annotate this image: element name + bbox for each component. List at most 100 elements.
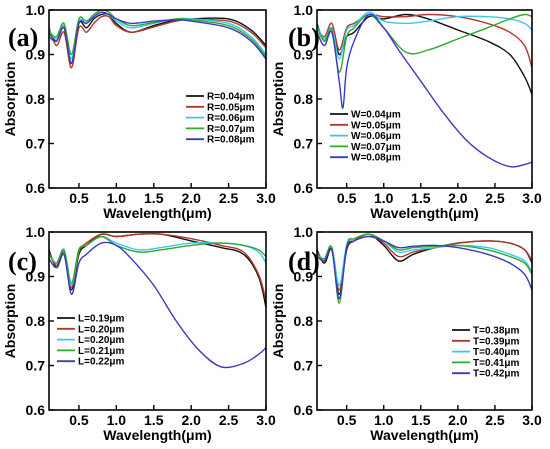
series-lines-b — [317, 11, 532, 168]
y-axis-title-b: Absorption — [270, 62, 286, 137]
legend-label-b-5: W=0.08μm — [351, 153, 401, 164]
series-line-a-4 — [49, 10, 266, 58]
x-tick-label-b-2: 1.0 — [374, 190, 394, 206]
x-tick-label-a-4: 2.0 — [181, 190, 201, 206]
x-tick-label-b-4: 2.0 — [448, 190, 468, 206]
y-tick-label-d-4: 0.9 — [294, 269, 314, 285]
x-tick-label-a-2: 1.0 — [107, 190, 127, 206]
series-line-c-4 — [49, 235, 266, 284]
y-tick-label-a-2: 0.7 — [26, 136, 46, 152]
panel-label-b: (b) — [288, 23, 320, 52]
legend-label-d-5: T=0.42μm — [473, 369, 520, 380]
legend-label-d-4: T=0.41μm — [473, 358, 520, 369]
x-tick-label-c-2: 1.0 — [107, 412, 127, 428]
panel-label-d: (d) — [288, 247, 320, 276]
series-line-a-2 — [49, 15, 266, 69]
x-tick-label-b-1: 0.5 — [337, 190, 357, 206]
y-tick-label-b-5: 1.0 — [294, 2, 314, 18]
legend-label-b-4: W=0.07μm — [351, 142, 401, 153]
series-line-a-3 — [49, 11, 266, 60]
series-lines-d — [317, 233, 532, 304]
y-tick-label-c-1: 0.6 — [26, 402, 46, 418]
x-tick-label-d-2: 1.0 — [374, 412, 394, 428]
y-tick-label-d-2: 0.7 — [294, 358, 314, 374]
y-tick-label-b-1: 0.6 — [294, 180, 314, 196]
plot-area-a: 0.5 1.0 1.5 2.0 2.5 3.00.60.70.80.91.0Wavelen… — [2, 2, 276, 221]
legend-label-b-2: W=0.05μm — [351, 120, 401, 131]
x-tick-label-d-6: 3.0 — [522, 412, 542, 428]
legend-label-a-3: R=0.06μm — [207, 113, 255, 124]
legend-label-c-3: L=0.20μm — [78, 335, 125, 346]
x-tick-label-b-6: 3.0 — [522, 190, 542, 206]
legend-label-b-1: W=0.04μm — [351, 110, 401, 121]
y-axis-title-d: Absorption — [270, 284, 286, 359]
x-tick-label-b-5: 2.5 — [485, 190, 505, 206]
x-tick-label-c-6: 3.0 — [256, 412, 276, 428]
panel-a: 0.5 1.0 1.5 2.0 2.5 3.00.60.70.80.91.0Wavelen… — [2, 2, 276, 221]
y-tick-label-a-3: 0.8 — [26, 91, 46, 107]
legend-label-d-3: T=0.40μm — [473, 347, 520, 358]
legend-label-b-3: W=0.06μm — [351, 131, 401, 142]
x-tick-label-d-3: 1.5 — [411, 412, 431, 428]
plot-area-d: 0.5 1.0 1.5 2.0 2.5 3.00.60.70.80.91.0Wavelen… — [270, 224, 542, 443]
plot-area-b: 0.5 1.0 1.5 2.0 2.5 3.00.60.70.80.91.0Wavelen… — [270, 2, 542, 221]
y-tick-label-b-4: 0.9 — [294, 47, 314, 63]
x-axis-title-a: Wavelength(μm) — [103, 205, 211, 221]
series-line-d-3 — [317, 233, 532, 287]
y-tick-label-a-1: 0.6 — [26, 180, 46, 196]
y-tick-label-a-4: 0.9 — [26, 47, 46, 63]
plot-frame-b — [316, 9, 533, 189]
legend-label-c-4: L=0.21μm — [78, 346, 125, 357]
series-lines-c — [49, 232, 266, 369]
x-axis-title-c: Wavelength(μm) — [103, 427, 211, 443]
legend-label-a-5: R=0.08μm — [207, 135, 255, 146]
series-line-b-5 — [317, 13, 532, 168]
y-tick-label-d-5: 1.0 — [294, 224, 314, 240]
legend-label-c-2: L=0.20μm — [78, 324, 125, 335]
series-lines-a — [49, 10, 266, 69]
panel-c: 0.5 1.0 1.5 2.0 2.5 3.00.60.70.80.91.0Wavelen… — [2, 224, 276, 443]
series-line-c-1 — [49, 232, 266, 308]
legend-label-c-1: L=0.19μm — [78, 314, 125, 325]
y-tick-label-b-2: 0.7 — [294, 136, 314, 152]
y-axis-title-a: Absorption — [2, 62, 18, 137]
series-line-b-3 — [317, 11, 532, 60]
x-tick-label-a-3: 1.5 — [144, 190, 164, 206]
y-tick-label-b-3: 0.8 — [294, 91, 314, 107]
y-tick-label-c-5: 1.0 — [26, 224, 46, 240]
x-axis-title-d: Wavelength(μm) — [370, 427, 478, 443]
legend-label-d-2: T=0.39μm — [473, 336, 520, 347]
legend-label-a-1: R=0.04μm — [207, 92, 255, 103]
panel-d: 0.5 1.0 1.5 2.0 2.5 3.00.60.70.80.91.0Wavelen… — [270, 224, 542, 443]
series-line-a-5 — [49, 11, 266, 65]
x-tick-label-b-3: 1.5 — [411, 190, 431, 206]
y-tick-label-c-4: 0.9 — [26, 269, 46, 285]
x-tick-label-a-1: 0.5 — [69, 190, 89, 206]
series-line-c-5 — [49, 241, 266, 369]
y-tick-label-c-3: 0.8 — [26, 313, 46, 329]
x-tick-label-c-3: 1.5 — [144, 412, 164, 428]
legend-label-d-1: T=0.38μm — [473, 326, 520, 337]
x-tick-label-c-4: 2.0 — [181, 412, 201, 428]
legend-label-c-5: L=0.22μm — [78, 357, 125, 368]
x-tick-label-a-5: 2.5 — [219, 190, 239, 206]
y-tick-label-d-3: 0.8 — [294, 313, 314, 329]
series-line-b-4 — [317, 13, 532, 74]
y-tick-label-c-2: 0.7 — [26, 358, 46, 374]
panel-label-c: (c) — [8, 247, 37, 276]
legend-label-a-2: R=0.05μm — [207, 102, 255, 113]
y-tick-label-a-5: 1.0 — [26, 2, 46, 18]
x-axis-title-b: Wavelength(μm) — [370, 205, 478, 221]
x-tick-label-d-5: 2.5 — [485, 412, 505, 428]
x-tick-label-d-1: 0.5 — [337, 412, 357, 428]
panel-b: 0.5 1.0 1.5 2.0 2.5 3.00.60.70.80.91.0Wavelen… — [270, 2, 542, 221]
series-line-b-2 — [317, 13, 532, 69]
y-tick-label-d-1: 0.6 — [294, 402, 314, 418]
series-line-d-5 — [317, 235, 532, 300]
plot-area-c: 0.5 1.0 1.5 2.0 2.5 3.00.60.70.80.91.0Wavelen… — [2, 224, 276, 443]
